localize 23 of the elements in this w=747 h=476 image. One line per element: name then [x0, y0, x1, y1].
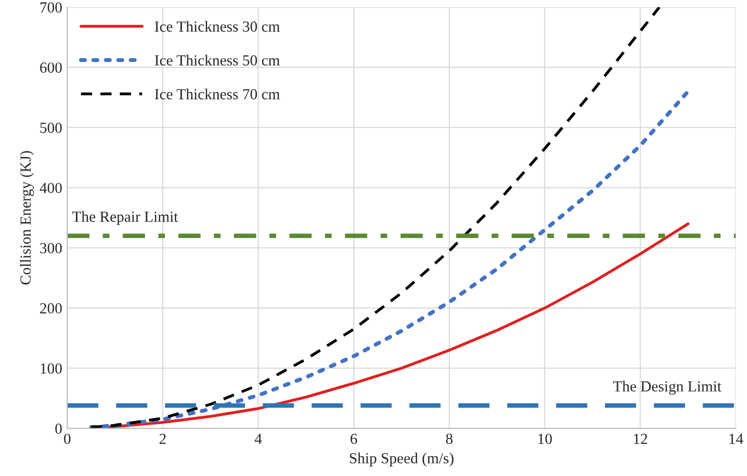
- y-tick-label: 700: [40, 2, 62, 13]
- y-tick-label: 500: [40, 122, 62, 133]
- legend-label: Ice Thickness 70 cm: [154, 88, 280, 100]
- y-tick-label: 300: [40, 243, 62, 254]
- x-tick-label: 14: [730, 434, 744, 444]
- x-tick-label: 2: [160, 434, 166, 444]
- x-tick-label: 8: [446, 434, 453, 444]
- legend-label: Ice Thickness 50 cm: [154, 54, 280, 66]
- x-tick-label: 12: [634, 434, 648, 444]
- ref-line-label: The Design Limit: [613, 380, 722, 395]
- ref-line-label: The Repair Limit: [72, 211, 178, 225]
- y-tick-label: 100: [40, 363, 62, 374]
- x-axis-title: Ship Speed (m/s): [350, 452, 454, 467]
- y-axis-title: Collision Energy (KJ): [20, 151, 34, 284]
- x-tick-label: 10: [538, 434, 552, 444]
- y-tick-label: 600: [40, 62, 62, 73]
- x-tick-label: 0: [64, 434, 70, 444]
- legend-label: Ice Thickness 30 cm: [154, 20, 280, 32]
- x-tick-label: 6: [350, 434, 358, 444]
- y-tick-label: 200: [40, 303, 62, 314]
- y-tick-label: 400: [40, 182, 62, 194]
- x-tick-label: 4: [254, 434, 262, 444]
- y-tick-label: 0: [55, 424, 62, 434]
